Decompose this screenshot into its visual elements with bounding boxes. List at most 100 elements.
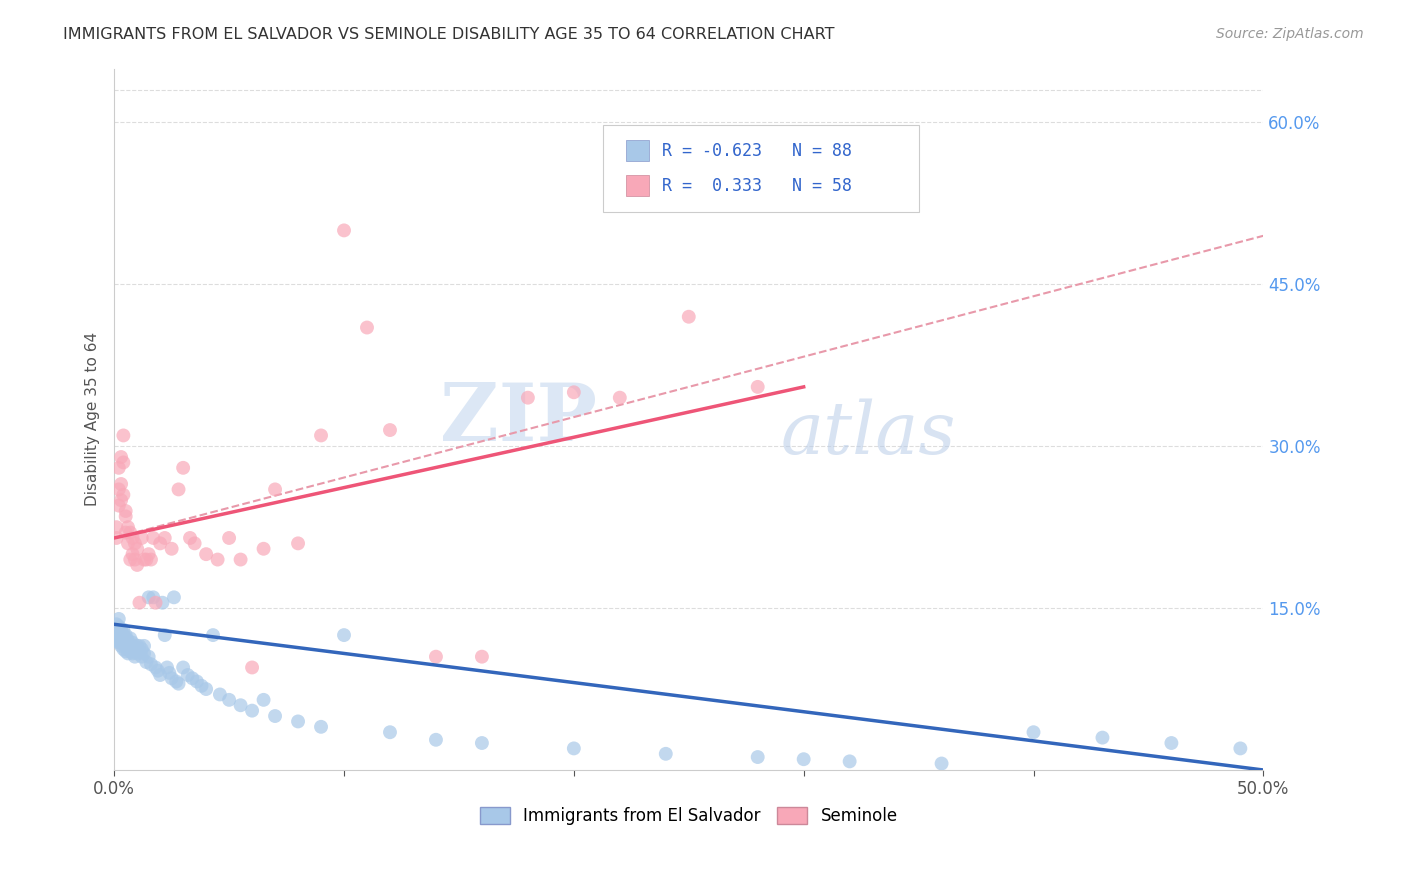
Point [309,720,332,734]
Point [120,525,142,540]
Point [172,660,194,674]
Point [110,623,132,637]
Point [112,628,135,642]
Text: R = -0.623   N = 88: R = -0.623 N = 88 [662,142,852,160]
Point [112,428,135,442]
Point [117,633,139,648]
Point [131,531,153,545]
Point [107,624,129,639]
Point [107,619,129,633]
Point [425,732,447,747]
Point [105,633,128,648]
Point [149,536,172,550]
Point [252,541,274,556]
Point [378,725,401,739]
Point [117,647,139,661]
Point [110,477,132,491]
Point [112,455,135,469]
Point [127,647,149,661]
Point [114,639,136,653]
Point [117,536,139,550]
Point [562,385,585,400]
Point [1091,731,1114,745]
Point [121,647,143,661]
Point [160,541,183,556]
Point [287,714,309,729]
Point [124,552,146,566]
Point [107,612,129,626]
Point [110,639,132,653]
Point [678,310,700,324]
Point [127,558,149,572]
Point [160,671,183,685]
Point [425,649,447,664]
Point [138,649,160,664]
Point [655,747,678,761]
Point [112,488,135,502]
Text: R =  0.333   N = 58: R = 0.333 N = 58 [662,177,852,194]
Point [516,391,538,405]
Point [153,531,176,545]
Point [128,596,150,610]
Point [107,635,129,649]
Point [747,750,769,764]
Point [131,649,153,664]
Point [132,552,155,566]
Point [153,628,176,642]
Point [120,632,142,646]
Point [179,531,201,545]
Point [793,752,815,766]
Point [229,552,252,566]
Point [252,693,274,707]
Point [145,596,167,610]
Point [167,676,190,690]
Point [1229,741,1251,756]
Point [177,668,200,682]
Point [110,450,132,464]
Point [124,536,146,550]
Point [471,736,494,750]
Point [163,591,186,605]
Text: atlas: atlas [780,398,956,468]
Point [135,655,157,669]
Point [132,647,155,661]
Point [107,483,129,497]
Point [117,520,139,534]
Point [121,531,143,545]
Point [195,547,218,561]
Point [186,674,208,689]
Point [156,660,179,674]
Point [117,642,139,657]
Point [110,493,132,508]
Point [132,639,155,653]
Point [562,741,585,756]
Point [356,320,378,334]
Point [114,525,136,540]
Point [240,660,263,674]
Point [121,639,143,653]
Point [117,635,139,649]
Point [264,709,287,723]
Point [135,552,157,566]
Point [110,632,132,646]
Point [167,483,190,497]
Point [146,664,169,678]
Point [112,623,135,637]
Point [287,536,309,550]
Point [333,628,356,642]
Point [124,649,146,664]
Point [838,755,860,769]
Point [145,660,167,674]
Point [114,628,136,642]
Point [142,531,165,545]
Point [120,644,142,658]
Point [112,633,135,648]
Point [112,635,135,649]
Point [112,642,135,657]
Point [207,552,229,566]
Point [208,688,231,702]
Point [195,681,218,696]
Point [128,644,150,658]
Point [105,520,128,534]
Text: IMMIGRANTS FROM EL SALVADOR VS SEMINOLE DISABILITY AGE 35 TO 64 CORRELATION CHAR: IMMIGRANTS FROM EL SALVADOR VS SEMINOLE … [63,27,835,42]
